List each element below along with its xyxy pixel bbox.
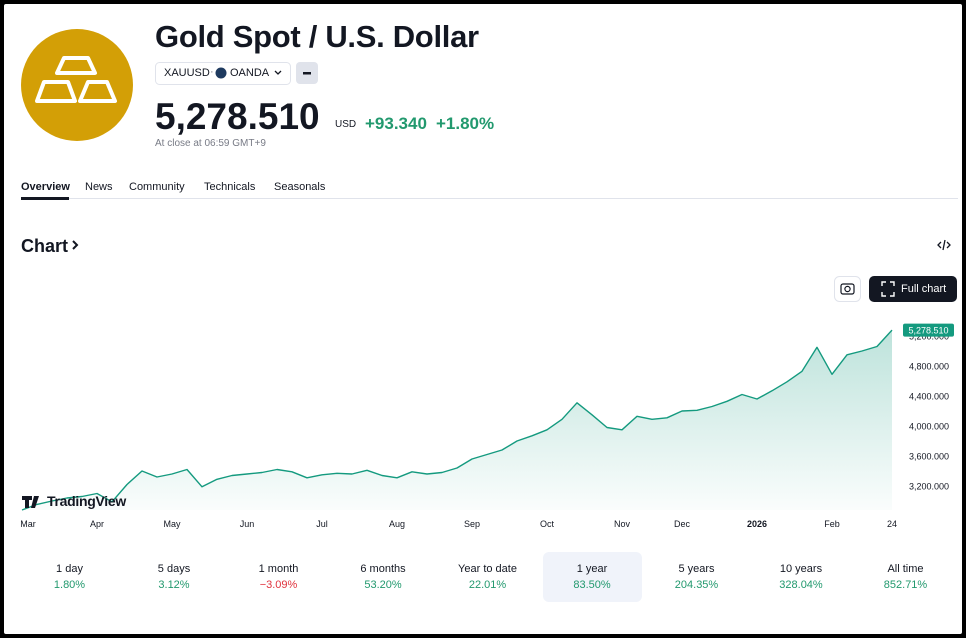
period-label: 6 months (360, 563, 406, 575)
x-tick-label: May (163, 519, 181, 529)
symbol: XAUUSD (164, 67, 210, 79)
title: Gold Spot / U.S. Dollar (155, 19, 479, 54)
period-change: 328.04% (779, 579, 823, 591)
x-tick-label: Sep (464, 519, 480, 529)
period[interactable]: All time 852.71% (856, 552, 955, 602)
tab[interactable]: News (85, 181, 113, 193)
change: +93.340 (365, 114, 427, 133)
tab-underline (21, 197, 69, 200)
x-tick-label: Jun (240, 519, 255, 529)
period-label: 1 month (258, 563, 299, 575)
chart-link-chevron[interactable] (72, 240, 79, 250)
tab[interactable]: Seasonals (274, 181, 326, 193)
period-change: −3.09% (259, 579, 298, 591)
x-tick-label: Jul (316, 519, 328, 529)
x-tick-label: Apr (90, 519, 104, 529)
embed-icon[interactable] (937, 239, 951, 251)
chevron (274, 70, 282, 75)
period[interactable]: Year to date 22.01% (438, 552, 537, 602)
tab[interactable]: Overview (21, 181, 70, 193)
price-line (21, 329, 893, 511)
y-tick-label: 4,800.000 (909, 362, 949, 372)
period[interactable]: 6 months 53.20% (334, 552, 433, 602)
area (22, 330, 892, 510)
tab[interactable]: Community (129, 181, 185, 193)
period[interactable]: 1 day 1.80% (20, 552, 119, 602)
period-label: 10 years (779, 563, 823, 575)
y-tick-label: 4,400.000 (909, 392, 949, 402)
watermark: TradingView (47, 493, 126, 509)
menu-icon (303, 72, 311, 75)
period-change: 3.12% (158, 579, 190, 591)
period[interactable]: 5 days 3.12% (125, 552, 224, 602)
period-change: 53.20% (364, 579, 402, 591)
logo (21, 29, 133, 141)
period-change: 1.80% (53, 579, 86, 591)
period-change: 83.50% (573, 579, 611, 591)
price: 5,278.510 (155, 96, 320, 137)
period[interactable]: 1 month −3.09% (229, 552, 328, 602)
last-price-tag (903, 323, 954, 337)
exchange: OANDA (230, 67, 270, 79)
period[interactable]: 5 years 204.35% (647, 552, 746, 602)
period-label: 1 year (576, 563, 608, 575)
currency: USD (335, 119, 357, 130)
snapshot-button[interactable] (834, 276, 861, 302)
section-title[interactable]: Chart (21, 236, 69, 256)
exchange-icon (215, 67, 227, 79)
x-tick-label: Mar (20, 519, 36, 529)
y-tick-label: 4,000.000 (909, 422, 949, 432)
period[interactable]: 1 year 83.50% (542, 552, 642, 602)
status: At close at 06:59 GMT+9 (155, 138, 266, 149)
watermark-logo (22, 496, 39, 508)
y-tick-label: 3,600.000 (909, 452, 949, 462)
change-percent: +1.80% (436, 114, 495, 133)
period-label: 1 day (56, 563, 83, 575)
logo-bars (35, 56, 117, 103)
period-label: All time (887, 563, 924, 575)
period-label: 5 days (157, 563, 191, 575)
separator: · (210, 66, 214, 78)
x-tick-label: Oct (540, 519, 555, 529)
period[interactable]: 10 years 328.04% (752, 552, 851, 602)
camera-lens (844, 285, 851, 293)
period-label: 5 years (678, 563, 715, 575)
frame (4, 4, 962, 634)
x-tick-label: Aug (389, 519, 405, 529)
period-label: Year to date (458, 563, 517, 575)
x-tick-label: 2026 (747, 519, 767, 529)
y-tick-label: 3,200.000 (909, 482, 949, 492)
plot: 3,200.000 3,600.000 4,000.000 4,400.000 4,80… (20, 323, 954, 529)
period-change: 22.01% (468, 579, 507, 591)
x-tick-label: Feb (824, 519, 840, 529)
full-chart-label[interactable]: Full chart (901, 283, 947, 295)
tab[interactable]: Technicals (204, 181, 256, 193)
x-tick-label: Dec (674, 519, 691, 529)
period-change: 852.71% (883, 579, 928, 591)
fullscreen-icon (881, 281, 895, 297)
x-tick-label: Nov (614, 519, 631, 529)
x-tick-label: 24 (887, 519, 897, 529)
last-price-label: 5,278.510 (908, 325, 948, 335)
period-change: 204.35% (674, 579, 719, 591)
camera-icon (840, 283, 855, 295)
